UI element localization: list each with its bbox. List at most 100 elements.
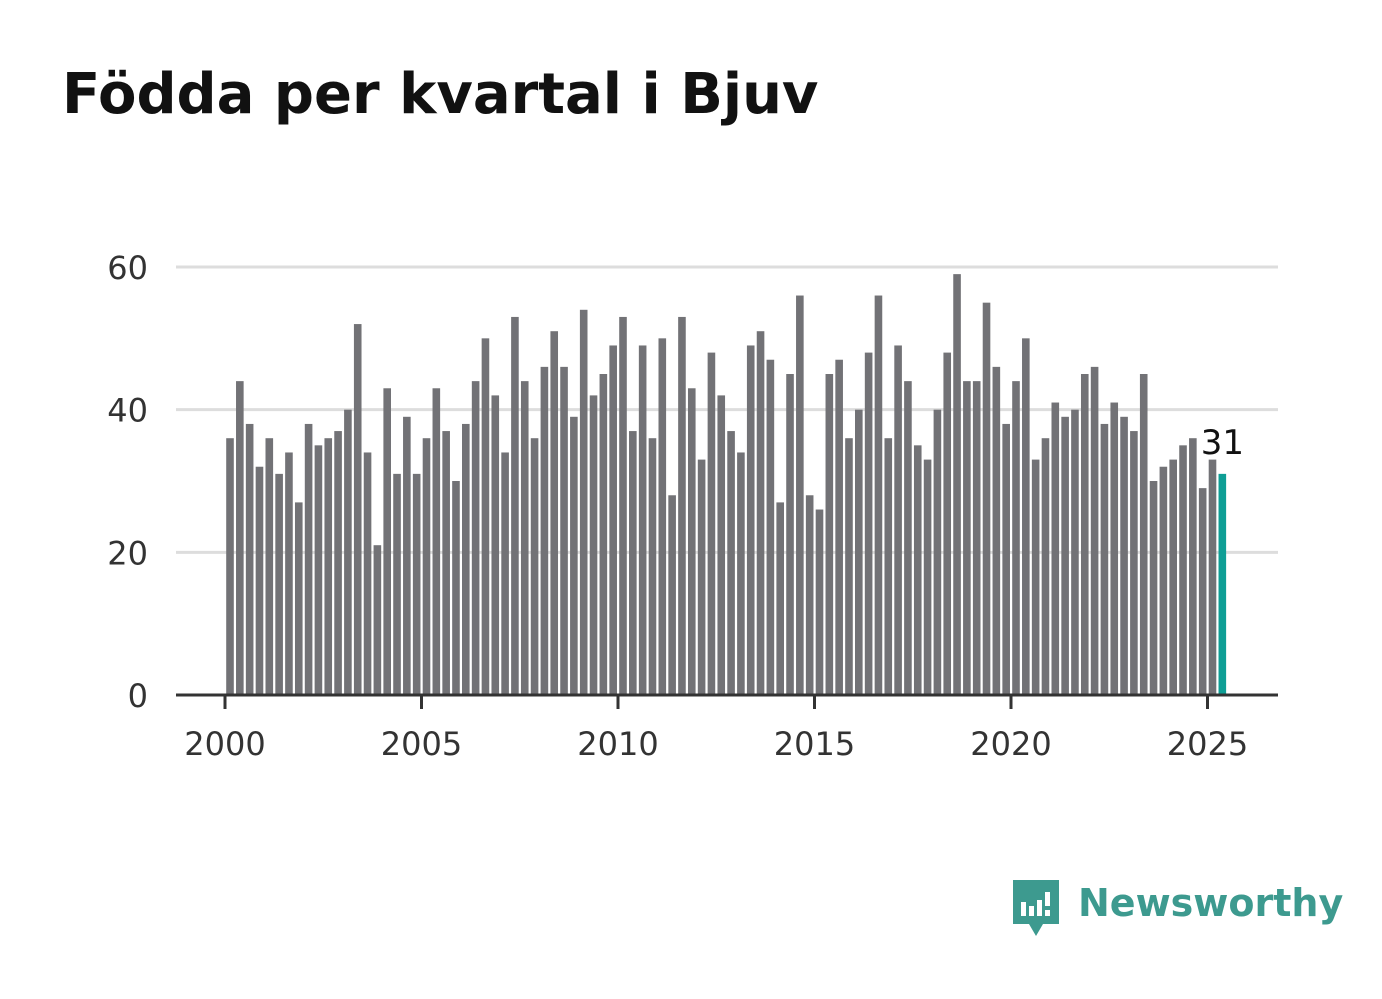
bar [933, 409, 942, 695]
bar [923, 459, 932, 695]
newsworthy-logo: Newsworthy [1010, 878, 1343, 940]
bar [953, 274, 961, 695]
bar [363, 452, 372, 695]
bar [275, 473, 283, 695]
bar [226, 438, 234, 695]
bar [913, 445, 922, 695]
bar [432, 388, 441, 695]
bar [609, 345, 617, 695]
bar [1130, 431, 1138, 695]
y-tick-label: 0 [128, 677, 148, 715]
bar [294, 502, 303, 695]
bar [285, 452, 293, 695]
bar [1169, 459, 1177, 695]
bar [658, 338, 667, 695]
bar [1031, 459, 1040, 695]
bar-highlight [1218, 473, 1227, 695]
bar [835, 359, 843, 695]
bar [904, 381, 912, 695]
bar [776, 502, 784, 695]
bar [1022, 338, 1030, 695]
y-tick-label: 40 [107, 392, 148, 430]
newsworthy-logo-icon [1013, 880, 1059, 936]
tick-labels: 0 20 40 60 2000 2005 2010 2015 2020 2025 31 [107, 249, 1248, 763]
bar [1090, 366, 1099, 695]
bar [619, 316, 627, 695]
bar [815, 509, 824, 695]
last-value-label: 31 [1201, 423, 1244, 463]
bar [629, 431, 637, 695]
bar [845, 438, 853, 695]
bar [805, 495, 814, 695]
bar [786, 374, 794, 695]
bar [462, 423, 470, 695]
bar [796, 295, 804, 695]
bar [530, 438, 539, 695]
bar [255, 466, 264, 695]
bar [1110, 402, 1119, 695]
bar [697, 459, 706, 695]
bar [393, 473, 401, 695]
bar [481, 338, 490, 695]
x-tick-label: 2010 [577, 725, 658, 763]
bar [855, 409, 863, 695]
bar [648, 438, 657, 695]
bar [412, 473, 421, 695]
bar [560, 366, 568, 695]
bar [737, 452, 745, 695]
bar [491, 395, 500, 695]
x-tick-label: 2005 [381, 725, 462, 763]
bar [727, 431, 735, 695]
axes [176, 693, 1278, 709]
bar [766, 359, 775, 695]
bar [756, 331, 765, 695]
x-tick-label: 2000 [184, 725, 265, 763]
bar [864, 352, 873, 695]
bar [1080, 374, 1089, 695]
bar [972, 381, 981, 695]
bar [373, 545, 382, 695]
bar [1012, 381, 1020, 695]
bar [1149, 481, 1158, 695]
bar [1100, 423, 1109, 695]
bar [894, 345, 902, 695]
bar [678, 316, 686, 695]
bar [1061, 416, 1069, 695]
bar [1159, 466, 1168, 695]
bar [344, 409, 352, 695]
bar [540, 366, 549, 695]
bar [442, 431, 450, 695]
bar [236, 381, 244, 695]
y-tick-label: 60 [107, 249, 148, 287]
bar [589, 395, 598, 695]
bars [226, 274, 1227, 695]
bar [314, 445, 323, 695]
bar [982, 302, 991, 695]
bar [825, 374, 834, 695]
bar [717, 395, 726, 695]
bar [884, 438, 893, 695]
bar [668, 495, 676, 695]
bar [353, 324, 362, 695]
bar [304, 423, 313, 695]
x-tick-label: 2020 [970, 725, 1051, 763]
bar [550, 331, 559, 695]
bar [245, 423, 254, 695]
bar [1051, 402, 1060, 695]
bar [963, 381, 971, 695]
bar [638, 345, 647, 695]
chart-title: Födda per kvartal i Bjuv [62, 62, 819, 127]
bar [1002, 423, 1010, 695]
bar [324, 438, 333, 695]
bar [511, 316, 519, 695]
bar [1179, 445, 1187, 695]
bar [1208, 459, 1217, 695]
bar [452, 481, 460, 695]
bar [501, 452, 509, 695]
bar [265, 438, 274, 695]
bar [1139, 374, 1148, 695]
bar [520, 381, 529, 695]
bar [1120, 416, 1128, 695]
bar [992, 366, 1001, 695]
